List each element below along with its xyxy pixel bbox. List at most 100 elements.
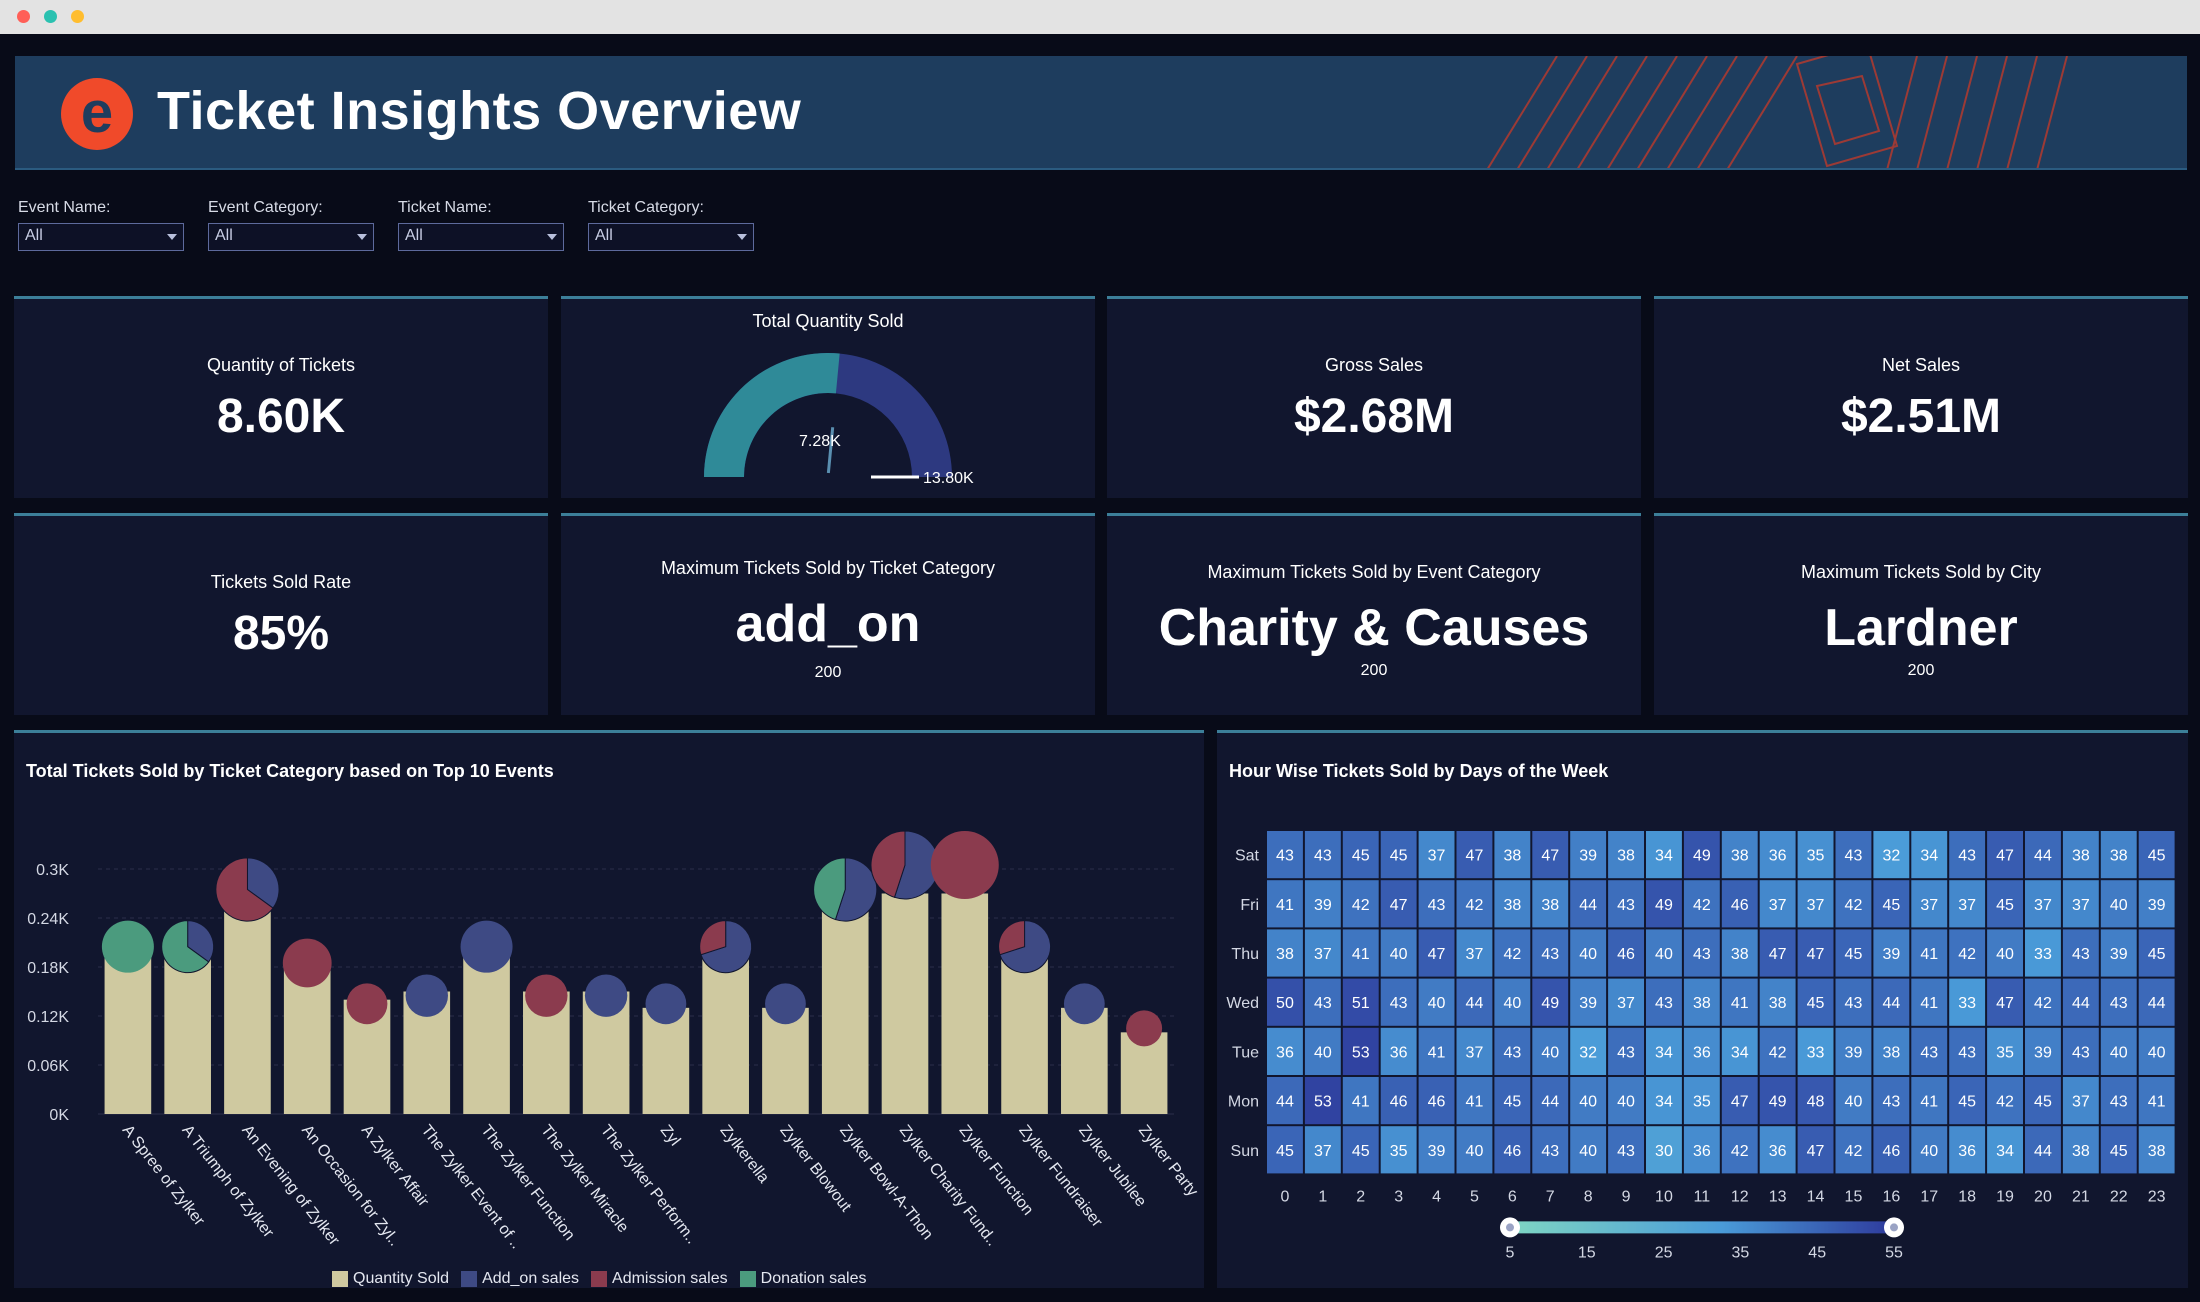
heatmap-cell xyxy=(1418,929,1455,977)
heatmap-cell xyxy=(1342,1077,1379,1125)
y-tick-label: 0.06K xyxy=(27,1058,69,1075)
heatmap-cell-value: 43 xyxy=(1541,1143,1559,1160)
heatmap-cell xyxy=(1532,831,1569,879)
heatmap-cell-value: 47 xyxy=(1996,995,2014,1012)
heatmap-cell-value: 37 xyxy=(1428,848,1446,865)
gauge-max-label: 13.80K xyxy=(923,470,974,487)
heatmap-cell xyxy=(1721,1077,1758,1125)
heatmap-cell xyxy=(2062,831,2099,879)
ticket-name-select[interactable]: All xyxy=(398,223,564,251)
filter-value: All xyxy=(405,227,423,244)
pie-slice xyxy=(700,920,753,974)
heatmap-col-label: 8 xyxy=(1584,1188,1593,1205)
kpi-title: Net Sales xyxy=(1881,355,1961,375)
heatmap-cell-value: 33 xyxy=(2034,946,2052,963)
heatmap-cell-value: 45 xyxy=(1807,995,1825,1012)
heatmap-cell xyxy=(1949,1077,1986,1125)
heatmap-cell-value: 51 xyxy=(1352,995,1370,1012)
pie-slice xyxy=(765,983,806,1025)
heatmap-cell-value: 45 xyxy=(2148,946,2166,963)
pie-bubble xyxy=(813,857,878,922)
heatmap-cell-value: 37 xyxy=(1920,897,1938,914)
heatmap-cell xyxy=(1721,880,1758,928)
heatmap-cell xyxy=(1570,1126,1607,1174)
heatmap-cell-value: 43 xyxy=(1314,995,1332,1012)
event-category-select[interactable]: All xyxy=(208,223,374,251)
heatmap-cell xyxy=(1380,880,1417,928)
heatmap-cell xyxy=(1342,978,1379,1026)
kpi-count: 200 xyxy=(1360,662,1388,679)
y-tick-label: 0.12K xyxy=(27,1009,69,1026)
color-scale-tick: 5 xyxy=(1506,1244,1515,1261)
maximize-window-dot[interactable] xyxy=(71,10,84,23)
heatmap-cell xyxy=(1494,929,1531,977)
pie-slice xyxy=(1126,1010,1163,1047)
heatmap-cell xyxy=(1646,929,1682,977)
heatmap-cell-value: 49 xyxy=(1541,995,1559,1012)
legend-item-quantity[interactable]: Quantity Sold xyxy=(332,1270,449,1288)
heatmap-cell-value: 38 xyxy=(2148,1143,2166,1160)
heatmap-cell-value: 36 xyxy=(1769,848,1787,865)
pie-slice xyxy=(699,920,727,956)
heatmap-cell xyxy=(1342,880,1379,928)
heatmap-cell xyxy=(1759,880,1796,928)
heatmap-cell-value: 43 xyxy=(1845,848,1863,865)
ticket-category-select[interactable]: All xyxy=(588,223,754,251)
heatmap-row-label: Fri xyxy=(1240,897,1259,914)
pie-slice xyxy=(999,920,1052,974)
heatmap-cell xyxy=(1380,978,1417,1026)
heatmap-cell-value: 35 xyxy=(1693,1094,1711,1111)
heatmap-cell xyxy=(1532,978,1569,1026)
heatmap-col-label: 22 xyxy=(2110,1188,2128,1205)
heatmap-cell xyxy=(1494,1027,1531,1075)
heatmap-cell xyxy=(1267,831,1303,879)
heatmap-cell-value: 37 xyxy=(1314,946,1332,963)
heatmap-cell-value: 45 xyxy=(2034,1094,2052,1111)
heatmap-cell-value: 45 xyxy=(1882,897,1900,914)
heatmap-cell xyxy=(1608,929,1644,977)
event-name-select[interactable]: All xyxy=(18,223,184,251)
filter-event-name: Event Name: All xyxy=(18,199,184,251)
heatmap-cell-value: 53 xyxy=(1352,1044,1370,1061)
heatmap-cell-value: 37 xyxy=(1769,897,1787,914)
heatmap-col-label: 4 xyxy=(1432,1188,1441,1205)
heatmap-cell-value: 40 xyxy=(1579,1143,1597,1160)
heatmap-cell xyxy=(1570,1027,1607,1075)
pie-slice xyxy=(525,974,568,1017)
legend-item-donation[interactable]: Donation sales xyxy=(739,1270,866,1288)
minimize-window-dot[interactable] xyxy=(44,10,57,23)
heatmap-cell xyxy=(1494,1077,1531,1125)
heatmap-cell xyxy=(1456,1077,1493,1125)
heatmap-cell xyxy=(1987,1027,2023,1075)
heatmap-cell-value: 32 xyxy=(1579,1044,1597,1061)
heatmap-cell xyxy=(1342,1126,1379,1174)
heatmap-cell-value: 33 xyxy=(1807,1044,1825,1061)
dashboard-header: e Ticket Insights Overview xyxy=(15,56,2187,170)
heatmap-cell xyxy=(2062,1077,2099,1125)
heatmap-cell-value: 43 xyxy=(1693,946,1711,963)
heatmap-cell-value: 45 xyxy=(2148,848,2166,865)
pie-bubble xyxy=(405,974,448,1017)
heatmap-cell xyxy=(2062,1027,2099,1075)
heatmap-cell-value: 34 xyxy=(1655,848,1673,865)
heatmap-cell xyxy=(1380,1027,1417,1075)
legend-item-admission[interactable]: Admission sales xyxy=(591,1270,728,1288)
pie-bubble xyxy=(699,920,753,974)
heatmap-cell-value: 40 xyxy=(1314,1044,1332,1061)
kpi-value: Charity & Causes xyxy=(1158,599,1590,657)
heatmap-cell xyxy=(1608,1077,1644,1125)
kpi-value: $2.68M xyxy=(1293,390,1455,443)
heatmap-cell xyxy=(1646,1077,1682,1125)
close-window-dot[interactable] xyxy=(17,10,30,23)
heatmap-cell xyxy=(1873,1027,1910,1075)
heatmap-cell xyxy=(1987,978,2023,1026)
heatmap-cell xyxy=(2062,880,2099,928)
heatmap-cell-value: 45 xyxy=(1845,946,1863,963)
heatmap-cell xyxy=(1873,1077,1910,1125)
heatmap-cell-value: 47 xyxy=(1807,1143,1825,1160)
legend-item-add-on[interactable]: Add_on sales xyxy=(461,1270,579,1288)
heatmap-cell xyxy=(1304,929,1341,977)
heatmap-cell xyxy=(2062,929,2099,977)
heatmap-cell-value: 40 xyxy=(1996,946,2014,963)
heatmap-cell xyxy=(1267,1027,1303,1075)
